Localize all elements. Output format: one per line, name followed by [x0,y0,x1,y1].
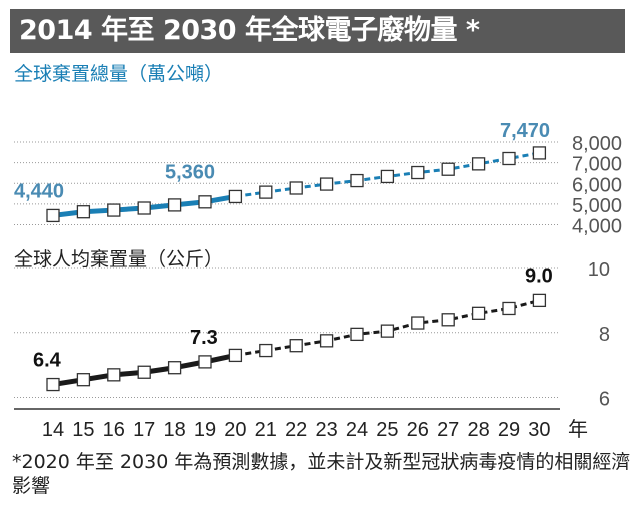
top-data-point [76,205,91,219]
chart-title: 2014 年至 2030 年全球電子廢物量 * [19,15,480,46]
top-y-tick-label: 5,000 [572,195,622,217]
x-tick-label: 23 [315,419,337,441]
top-data-point [46,208,60,223]
x-tick-label: 21 [255,419,277,441]
bottom-data-point [380,324,395,338]
top-data-point [380,169,395,184]
bottom-data-point [532,293,547,308]
bottom-data-point [289,339,303,353]
bottom-data-point [46,377,60,392]
x-tick-label: 15 [72,419,94,441]
bottom-data-label: 9.0 [525,265,553,287]
bottom-data-point [441,313,455,327]
bottom-data-point [502,301,516,316]
x-tick-label: 26 [407,419,429,441]
x-tick-label: 17 [133,419,155,441]
x-tick-label: 16 [103,419,125,441]
x-tick-label: 28 [467,419,489,441]
top-data-point [167,198,182,212]
x-axis-unit: 年 [568,417,588,441]
top-data-point [228,189,243,204]
bottom-data-point [137,365,151,379]
footnote: *2020 年至 2030 年為預測數據，並未計及新型冠狀病毒疫情的相關經濟影響 [12,451,631,497]
top-data-point [350,173,364,188]
bottom-y-tick-label: 6 [599,389,610,411]
bottom-data-point [350,327,364,342]
title-bar [10,9,625,53]
top-data-point [259,185,273,199]
top-data-point [532,146,547,160]
top-data-label: 5,360 [165,161,215,183]
x-tick-label: 29 [498,419,520,441]
top-y-tick-label: 6,000 [572,174,622,196]
bottom-data-point [167,361,182,375]
bottom-data-point [259,343,273,358]
bottom-data-point [471,306,486,320]
bottom-data-point [76,373,91,387]
x-tick-label: 24 [346,419,368,441]
bottom-data-point [198,355,212,369]
x-tick-label: 20 [224,419,246,441]
top-y-tick-label: 8,000 [572,133,622,155]
x-tick-label: 19 [194,419,216,441]
x-tick-label: 18 [163,419,185,441]
x-tick-label: 22 [285,419,307,441]
top-data-point [319,177,334,191]
top-y-tick-label: 7,000 [572,154,622,176]
top-data-point [411,165,425,180]
top-chart-title: 全球棄置總量（萬公噸） [14,63,223,85]
bottom-data-point [107,368,121,382]
bottom-y-tick-label: 10 [588,259,610,281]
top-data-label: 4,440 [14,180,64,202]
top-data-label: 7,470 [500,120,550,142]
top-data-point [471,157,486,171]
top-data-point [502,151,516,166]
top-data-point [198,195,212,209]
bottom-data-point [228,348,243,363]
top-data-point [289,181,303,195]
x-tick-label: 25 [376,419,398,441]
bottom-data-label: 6.4 [33,350,62,372]
top-data-point [441,162,455,176]
top-data-point [107,203,121,217]
bottom-data-point [411,316,425,330]
x-tick-label: 30 [528,419,550,441]
x-tick-label: 14 [42,419,64,441]
bottom-data-label: 7.3 [190,327,218,349]
top-data-point [137,201,151,215]
bottom-chart-title: 全球人均棄置量（公斤） [14,248,223,270]
bottom-y-tick-label: 8 [599,324,610,346]
x-tick-label: 27 [437,419,459,441]
bottom-data-point [319,334,334,348]
top-y-tick-label: 4,000 [572,216,622,238]
